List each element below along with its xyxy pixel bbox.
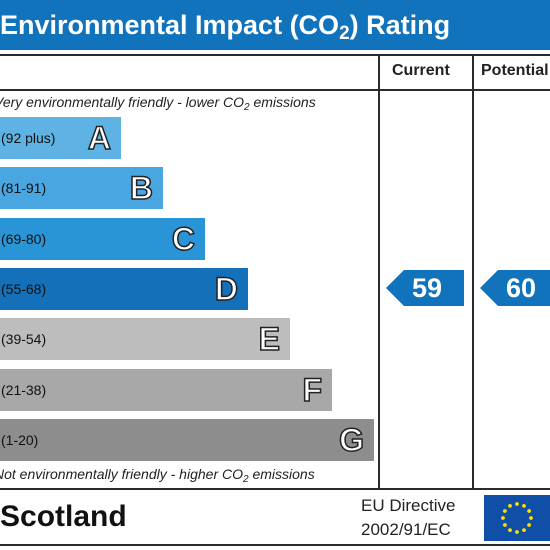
star-icon <box>501 516 505 520</box>
band-range-label: (69-80) <box>1 230 47 247</box>
band-range-label: (55-68) <box>1 280 47 297</box>
star-icon <box>515 530 519 534</box>
header-divider <box>0 89 550 91</box>
band-e: (39-54) E <box>0 318 290 361</box>
star-icon <box>508 528 512 533</box>
current-column-header: Current <box>392 62 450 79</box>
band-range-label: (1-20) <box>1 431 39 448</box>
directive-line-2: 2002/91/EC <box>361 520 451 539</box>
band-c: (69-80) C <box>0 217 205 260</box>
star-icon <box>502 523 507 527</box>
bottom-note: Not environmentally friendly - higher CO… <box>0 466 315 485</box>
band-letter: F <box>302 371 323 409</box>
star-icon <box>522 528 526 533</box>
band-letter: A <box>87 119 112 157</box>
band-b: (81-91) B <box>0 167 163 210</box>
band-d: (55-68) D <box>0 267 248 310</box>
potential-rating-arrow-shape <box>480 269 550 306</box>
band-letter: D <box>214 270 239 308</box>
band-range-label: (81-91) <box>1 180 47 197</box>
potential-column-header: Potential <box>481 62 549 79</box>
current-rating-arrow-value: 59 <box>412 272 443 303</box>
directive-line-1: EU Directive <box>361 496 456 515</box>
star-icon <box>529 516 533 520</box>
band-letter: B <box>129 170 154 208</box>
band-a: (92 plus) A <box>0 117 121 159</box>
potential-rating-arrow: 60 <box>480 269 550 306</box>
region-label: Scotland <box>0 500 127 533</box>
star-icon <box>522 503 526 508</box>
current-rating-arrow-shape <box>386 269 464 306</box>
footer-divider <box>0 488 550 490</box>
star-icon <box>515 502 519 506</box>
band-letter: G <box>338 421 364 459</box>
top-note: Very environmentally friendly - lower CO… <box>0 94 316 113</box>
band-f: (21-38) F <box>0 368 332 411</box>
band-g: (1-20) G <box>0 418 374 461</box>
title-bar: Environmental Impact (CO2) Rating <box>0 0 550 50</box>
eu-flag <box>484 495 550 541</box>
band-range-label: (21-38) <box>1 381 47 398</box>
band-range-label: (92 plus) <box>1 130 56 146</box>
band-letter: C <box>171 220 196 258</box>
column-divider-current <box>378 54 380 490</box>
potential-rating-arrow-value: 60 <box>506 272 537 303</box>
star-icon <box>527 523 532 527</box>
star-icon <box>502 509 507 513</box>
chart-frame <box>0 54 550 546</box>
star-icon <box>527 509 532 513</box>
star-icon <box>508 503 512 508</box>
band-letter: E <box>258 320 281 358</box>
band-range-label: (39-54) <box>1 331 47 348</box>
column-divider-potential <box>472 54 474 490</box>
current-rating-arrow: 59 <box>386 269 464 306</box>
page-title: Environmental Impact (CO2) Rating <box>0 10 451 44</box>
eu-flag-icon <box>501 502 533 534</box>
